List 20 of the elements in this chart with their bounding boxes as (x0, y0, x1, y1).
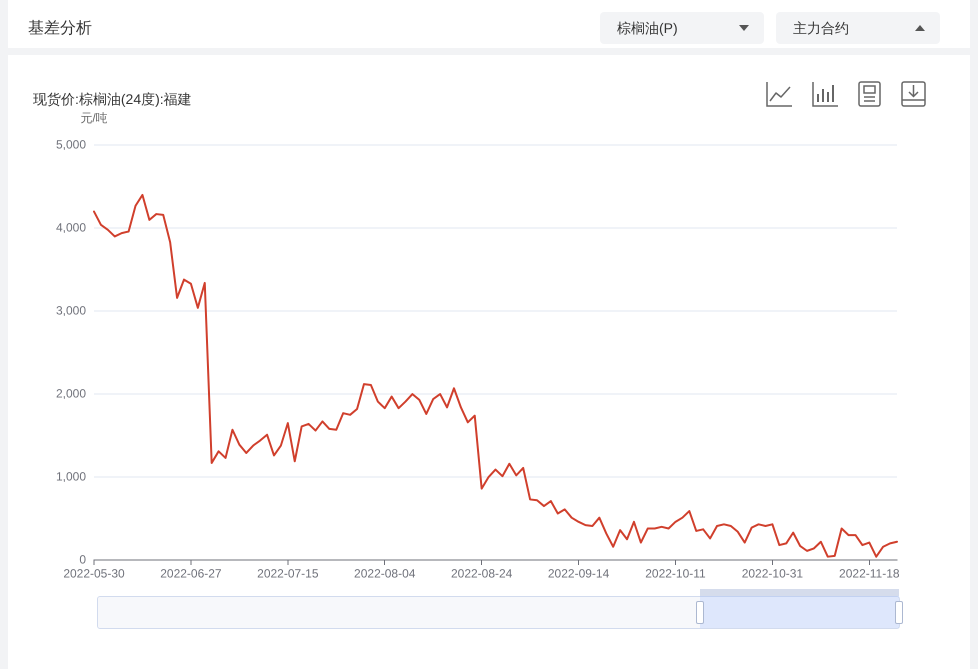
text: 基差分析 (28, 20, 92, 37)
y-axis-title: 元/吨 (80, 111, 108, 125)
y-tick-label: 4,000 (56, 220, 86, 234)
x-tick-label: 2022-08-24 (450, 566, 513, 581)
y-tick-label: 3,000 (56, 303, 86, 318)
dropdown: 棕榈油(P) (600, 12, 764, 44)
x-tick-label: 2022-06-27 (160, 566, 222, 581)
x-tick-label: 2022-08-04 (354, 566, 416, 581)
dropdown: 主力合约 (776, 12, 940, 44)
y-tick-label: 5,000 (56, 138, 86, 152)
x-tick-label: 2022-07-15 (257, 566, 319, 581)
chart-title: 现货价:棕榈油(24度):福建 (33, 91, 192, 107)
x-tick-label: 2022-11-18 (839, 566, 900, 581)
y-tick-label: 2,000 (56, 386, 86, 400)
y-tick-label: 1,000 (56, 469, 86, 484)
x-tick-label: 2022-10-31 (742, 566, 804, 581)
y-tick-label: 0 (79, 552, 86, 566)
x-tick-label: 2022-09-14 (548, 566, 610, 581)
x-tick-label: 2022-05-30 (63, 566, 126, 581)
x-tick-label: 2022-10-11 (645, 566, 706, 581)
